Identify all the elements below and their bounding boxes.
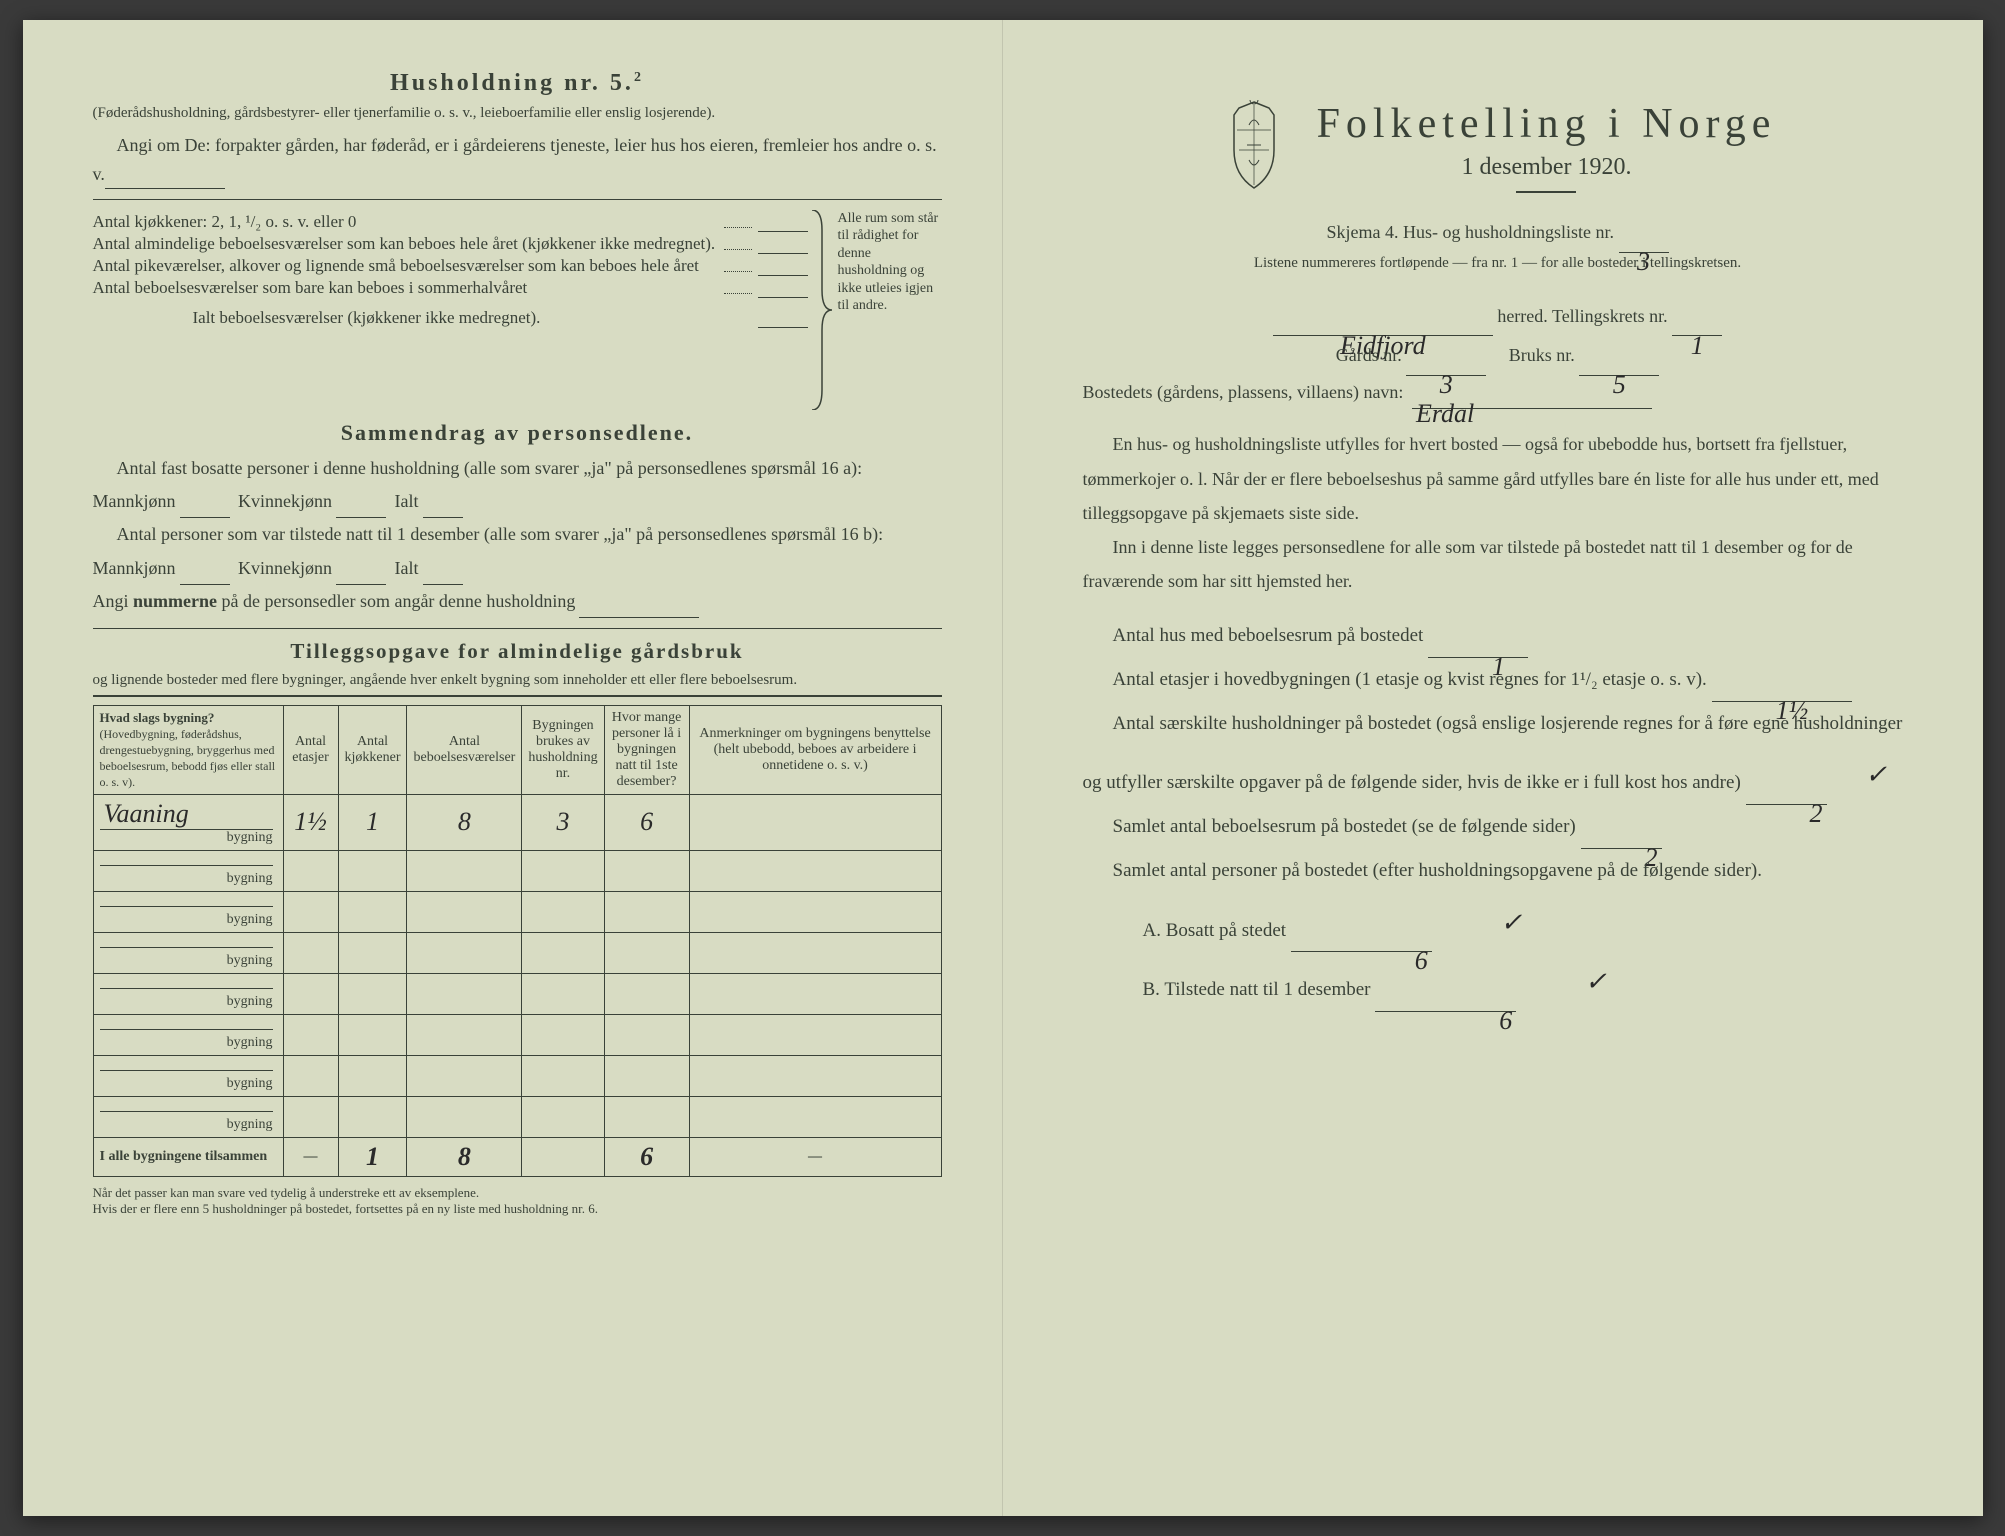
table-row: bygning xyxy=(93,850,941,891)
q5: Samlet antal personer på bostedet (efter… xyxy=(1083,849,1913,893)
bygning-table: Hvad slags bygning? (Hovedbygning, føder… xyxy=(93,705,942,1177)
q1: Antal hus med beboelsesrum på bostedet 1 xyxy=(1083,614,1913,658)
tillegg-sub: og lignende bosteder med flere bygninger… xyxy=(93,670,942,690)
husholdning-5-title: Husholdning nr. 5.2 xyxy=(93,70,942,97)
gards-line: Gårds nr. 3 Bruks nr. 5 xyxy=(1083,336,1913,376)
table-row: Vaaningbygning 1½ 1 8 3 6 xyxy=(93,794,941,850)
sammendrag-title: Sammendrag av personsedlene. xyxy=(93,420,942,446)
qA: A. Bosatt på stedet 6 ✓ xyxy=(1083,893,1913,953)
herred-line: Eidfjord herred. Tellingskrets nr. 1 xyxy=(1083,297,1913,337)
rooms-block: Antal kjøkkener: 2, 1, ¹/₂ o. s. v. elle… xyxy=(93,210,942,410)
table-row: bygning xyxy=(93,1055,941,1096)
table-footer: I alle bygningene tilsammen — 1 8 6 — xyxy=(93,1137,941,1176)
brace-icon xyxy=(808,210,832,410)
th-anm: Anmerkninger om bygningens benyttelse (h… xyxy=(689,705,941,794)
sd-line1: Antal fast bosatte personer i denne hush… xyxy=(93,452,942,519)
th-etasjer: Antal etasjer xyxy=(283,705,338,794)
right-page: Folketelling i Norge 1 desember 1920. Sk… xyxy=(1003,20,1983,1516)
listene-note: Listene nummereres fortløpende — fra nr.… xyxy=(1083,253,1913,273)
instructions: En hus- og husholdningsliste utfylles fo… xyxy=(1083,427,1913,598)
document-spread: Husholdning nr. 5.2 (Føderådshusholdning… xyxy=(23,20,1983,1516)
table-row: bygning xyxy=(93,1096,941,1137)
sd-line2: Antal personer som var tilstede natt til… xyxy=(93,518,942,585)
title-block: Folketelling i Norge 1 desember 1920. xyxy=(1317,100,1777,203)
q3: Antal særskilte husholdninger på bostede… xyxy=(1083,702,1913,805)
th-personer: Hvor mange personer lå i bygningen natt … xyxy=(604,705,689,794)
footnote: Når det passer kan man svare ved tydelig… xyxy=(93,1185,942,1219)
th-beboelse: Antal beboelsesværelser xyxy=(407,705,522,794)
table-row: bygning xyxy=(93,891,941,932)
crest-icon xyxy=(1219,100,1289,190)
th-hushold: Bygningen brukes av husholdning nr. xyxy=(522,705,604,794)
table-row: bygning xyxy=(93,973,941,1014)
table-row: bygning xyxy=(93,932,941,973)
brace-text: Alle rum som står til rådighet for denne… xyxy=(832,210,942,410)
subtitle: 1 desember 1920. xyxy=(1317,154,1777,181)
main-title: Folketelling i Norge xyxy=(1317,100,1777,148)
q2: Antal etasjer i hovedbygningen (1 etasje… xyxy=(1083,658,1913,702)
bosted-line: Bostedets (gårdens, plassens, villaens) … xyxy=(1083,376,1913,409)
h5-para: Angi om De: forpakter gården, har føderå… xyxy=(93,131,942,189)
sd-line3: Angi nummerne på de personsedler som ang… xyxy=(93,585,942,618)
th-kjokken: Antal kjøkkener xyxy=(338,705,407,794)
qB: B. Tilstede natt til 1 desember 6 ✓ xyxy=(1083,952,1913,1012)
th-bygning: Hvad slags bygning? (Hovedbygning, føder… xyxy=(93,705,283,794)
table-row: bygning xyxy=(93,1014,941,1055)
left-page: Husholdning nr. 5.2 (Føderådshusholdning… xyxy=(23,20,1003,1516)
skjema-line: Skjema 4. Hus- og husholdningsliste nr. … xyxy=(1083,213,1913,253)
h5-subtitle: (Føderådshusholdning, gårdsbestyrer- ell… xyxy=(93,103,942,123)
tillegg-title: Tilleggsopgave for almindelige gårdsbruk xyxy=(93,639,942,664)
